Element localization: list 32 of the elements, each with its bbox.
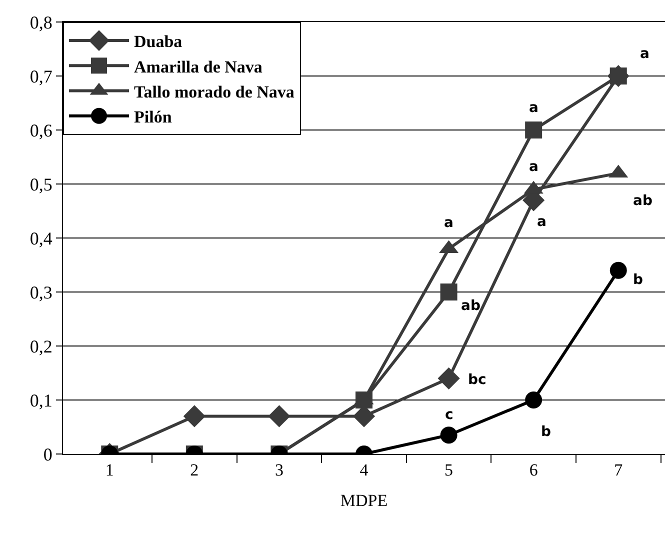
x-tick-label: 1: [105, 460, 114, 480]
annotation: a: [444, 215, 454, 231]
annotation: a: [640, 46, 650, 62]
y-tick-label: 0,7: [30, 66, 52, 86]
x-tick-label: 4: [360, 460, 369, 480]
annotation: ab: [461, 298, 480, 314]
y-tick-label: 0,1: [30, 390, 52, 410]
legend-label: Duaba: [134, 32, 183, 52]
annotation: b: [633, 272, 644, 288]
annotation: a: [537, 214, 546, 230]
annotation: ab: [633, 193, 652, 209]
legend-label: Pilón: [134, 107, 172, 126]
annotation: bc: [468, 372, 486, 388]
y-tick-label: 0,6: [30, 120, 52, 140]
y-tick-label: 0,4: [30, 228, 52, 248]
y-tick-label: 0: [43, 444, 52, 464]
annotation: a: [529, 159, 538, 175]
annotation: b: [541, 424, 552, 440]
x-axis-title: MDPE: [340, 490, 388, 510]
legend-label: Amarilla de Nava: [134, 57, 263, 76]
legend-label: Tallo morado de Nava: [134, 82, 295, 102]
x-tick-label: 6: [529, 460, 538, 480]
annotation: a: [529, 100, 538, 116]
y-tick-label: 0,2: [30, 336, 52, 356]
y-tick-label: 0,3: [30, 282, 52, 302]
x-tick-label: 2: [190, 460, 199, 480]
x-tick-label: 3: [274, 460, 284, 480]
x-tick-label: 5: [444, 460, 454, 480]
annotation: c: [445, 407, 454, 423]
x-tick-label: 7: [614, 460, 624, 480]
y-tick-label: 0,5: [30, 174, 52, 194]
y-tick-label: 0,8: [30, 12, 52, 32]
